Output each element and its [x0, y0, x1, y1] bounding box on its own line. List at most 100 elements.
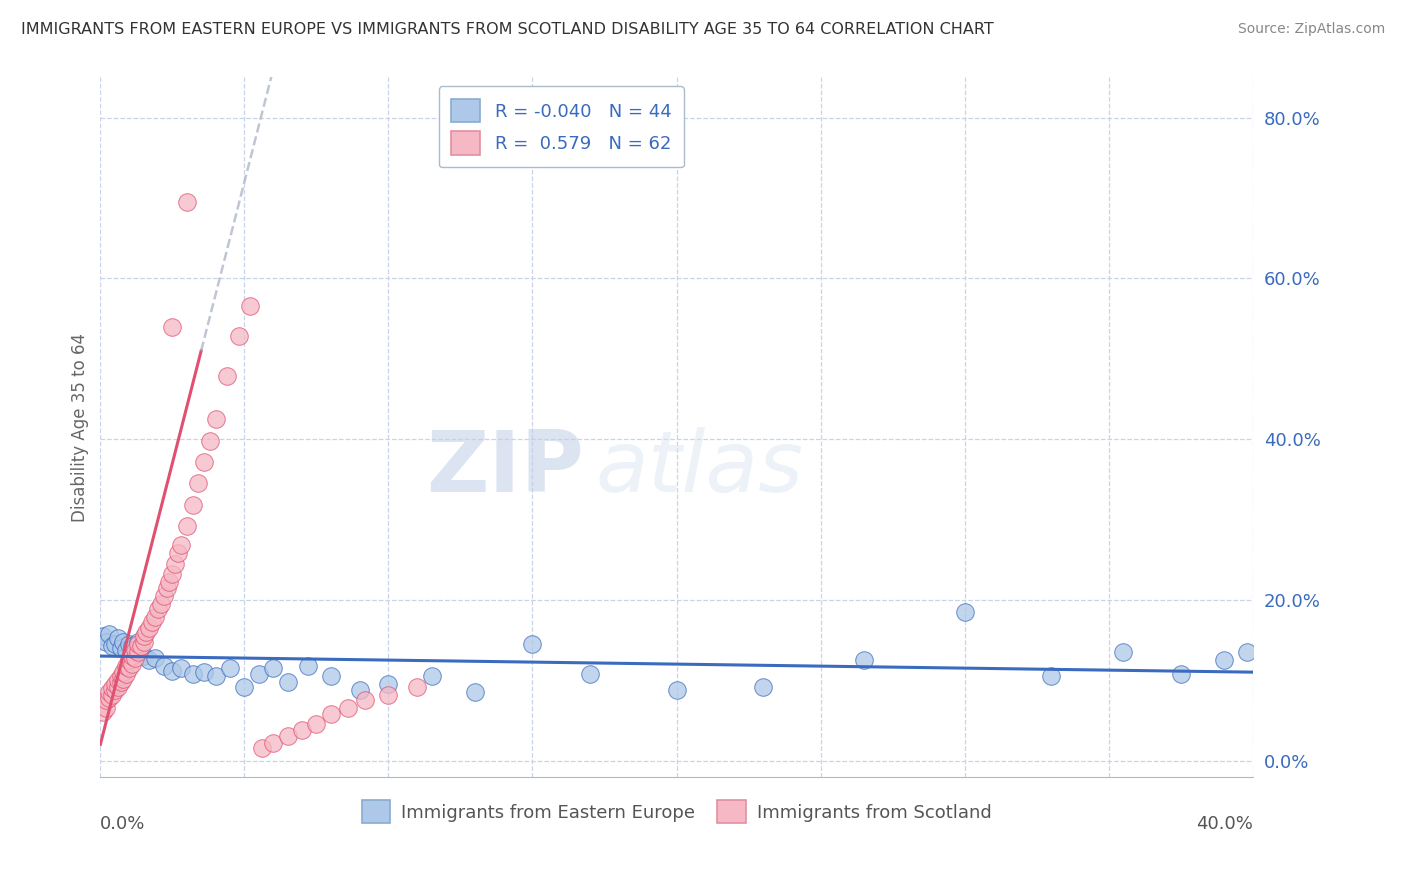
- Point: [165, 557, 187, 571]
- Point: [118, 653, 141, 667]
- Point: [852, 653, 875, 667]
- Point: [127, 634, 149, 648]
- Point: [146, 602, 169, 616]
- Point: [354, 693, 377, 707]
- Point: [193, 454, 215, 468]
- Point: [94, 693, 117, 707]
- Point: [228, 329, 250, 343]
- Point: [187, 476, 209, 491]
- Point: [98, 626, 121, 640]
- Point: [1236, 645, 1258, 659]
- Point: [94, 634, 117, 648]
- Point: [138, 621, 160, 635]
- Point: [337, 701, 360, 715]
- Point: [132, 629, 155, 643]
- Point: [579, 666, 602, 681]
- Text: ZIP: ZIP: [426, 427, 585, 510]
- Point: [124, 645, 146, 659]
- Point: [138, 653, 160, 667]
- Point: [127, 645, 149, 659]
- Point: [233, 680, 256, 694]
- Point: [159, 575, 181, 590]
- Point: [1212, 653, 1234, 667]
- Point: [277, 674, 299, 689]
- Point: [167, 546, 190, 560]
- Point: [101, 688, 124, 702]
- Point: [98, 685, 121, 699]
- Point: [104, 682, 127, 697]
- Point: [319, 706, 342, 721]
- Point: [115, 666, 138, 681]
- Point: [124, 650, 146, 665]
- Text: IMMIGRANTS FROM EASTERN EUROPE VS IMMIGRANTS FROM SCOTLAND DISABILITY AGE 35 TO : IMMIGRANTS FROM EASTERN EUROPE VS IMMIGR…: [21, 22, 994, 37]
- Point: [124, 642, 146, 657]
- Point: [141, 615, 163, 630]
- Point: [247, 666, 270, 681]
- Point: [204, 412, 226, 426]
- Point: [143, 610, 166, 624]
- Point: [132, 649, 155, 664]
- Point: [219, 661, 242, 675]
- Point: [107, 680, 129, 694]
- Point: [143, 650, 166, 665]
- Point: [277, 730, 299, 744]
- Point: [135, 624, 157, 639]
- Point: [152, 658, 174, 673]
- Text: 40.0%: 40.0%: [1197, 815, 1253, 833]
- Point: [112, 634, 135, 648]
- Text: Source: ZipAtlas.com: Source: ZipAtlas.com: [1237, 22, 1385, 37]
- Point: [152, 589, 174, 603]
- Point: [112, 665, 135, 680]
- Point: [193, 665, 215, 680]
- Point: [319, 669, 342, 683]
- Point: [91, 706, 114, 720]
- Point: [104, 677, 127, 691]
- Point: [104, 637, 127, 651]
- Point: [162, 664, 184, 678]
- Point: [349, 682, 371, 697]
- Point: [118, 637, 141, 651]
- Point: [1170, 666, 1192, 681]
- Point: [110, 669, 132, 683]
- Point: [121, 649, 143, 664]
- Legend: Immigrants from Eastern Europe, Immigrants from Scotland: Immigrants from Eastern Europe, Immigran…: [354, 793, 998, 830]
- Point: [1112, 645, 1135, 659]
- Point: [291, 723, 314, 737]
- Point: [110, 674, 132, 689]
- Point: [377, 677, 399, 691]
- Point: [91, 629, 114, 643]
- Point: [953, 605, 976, 619]
- Point: [239, 300, 262, 314]
- Point: [420, 669, 443, 683]
- Point: [170, 538, 193, 552]
- Point: [129, 640, 152, 654]
- Point: [198, 434, 221, 448]
- Point: [377, 688, 399, 702]
- Point: [162, 567, 184, 582]
- Point: [1040, 669, 1063, 683]
- Point: [406, 680, 429, 694]
- Point: [121, 657, 143, 672]
- Point: [115, 658, 138, 673]
- Point: [176, 194, 198, 209]
- Point: [115, 642, 138, 657]
- Point: [522, 637, 544, 651]
- Point: [250, 741, 273, 756]
- Point: [297, 658, 319, 673]
- Point: [132, 634, 155, 648]
- Point: [112, 672, 135, 686]
- Point: [98, 690, 121, 705]
- Text: 0.0%: 0.0%: [100, 815, 146, 833]
- Point: [156, 581, 179, 595]
- Point: [121, 640, 143, 654]
- Point: [94, 701, 117, 715]
- Point: [752, 680, 775, 694]
- Point: [262, 661, 284, 675]
- Point: [107, 632, 129, 646]
- Point: [262, 736, 284, 750]
- Point: [149, 597, 172, 611]
- Point: [305, 717, 328, 731]
- Point: [464, 685, 486, 699]
- Point: [181, 666, 204, 681]
- Point: [162, 319, 184, 334]
